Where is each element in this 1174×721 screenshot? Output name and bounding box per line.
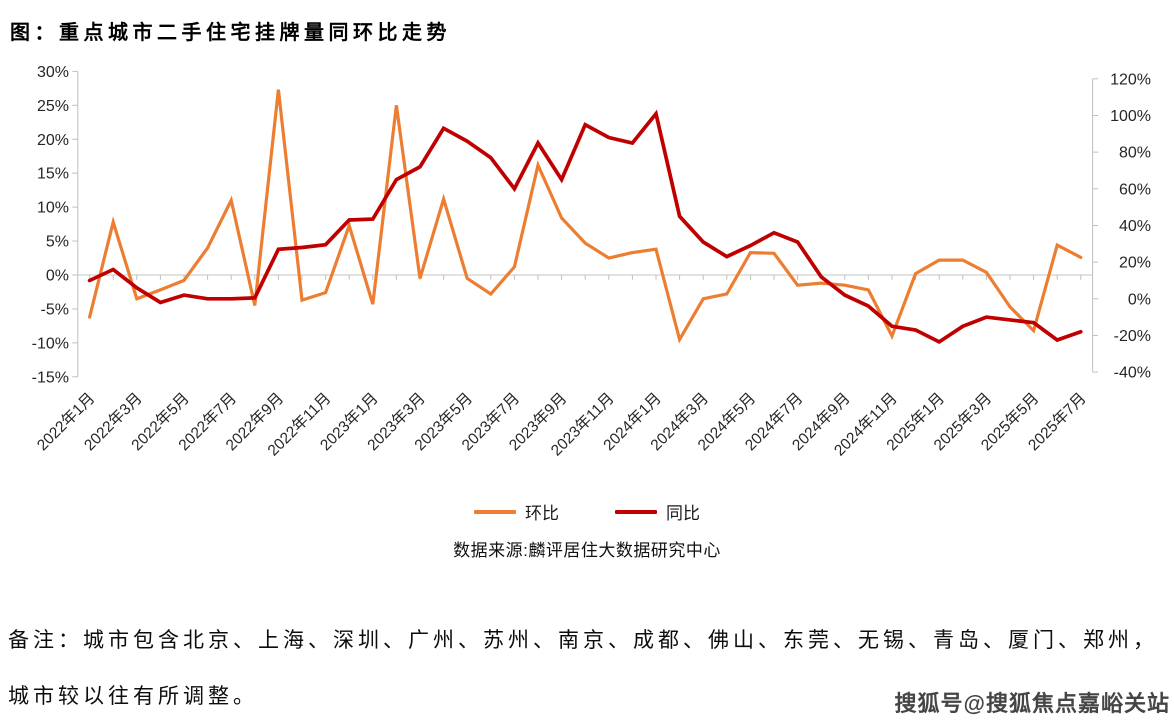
left-axis-label: 25% xyxy=(37,98,69,115)
right-axis-label: 40% xyxy=(1119,218,1151,235)
right-axis-label: -20% xyxy=(1114,328,1151,345)
left-axis-label: -10% xyxy=(32,335,69,352)
right-axis-label: 120% xyxy=(1110,71,1151,88)
left-axis-label: 10% xyxy=(37,200,69,217)
right-axis-label: 0% xyxy=(1128,291,1151,308)
chart: 30% 25% 20% 15% 10% 5% 0% -5% -10% -15% 120% 100% 80… xyxy=(32,64,1151,460)
legend-item-mom: 环比 xyxy=(474,499,559,524)
mom-legend-swatch xyxy=(474,509,516,514)
right-axis-label: 20% xyxy=(1119,255,1151,272)
data-source-text: 数据来源:麟评居住大数据研究中心 xyxy=(453,541,721,560)
footnote-line-2: 城市较以往有所调整。 xyxy=(8,684,258,708)
right-axis-label: 80% xyxy=(1119,145,1151,162)
legend-item-yoy: 同比 xyxy=(615,499,700,524)
chart-legend: 环比 同比 xyxy=(0,499,1174,524)
left-axis-label: 30% xyxy=(37,64,69,81)
left-axis-label: 20% xyxy=(37,132,69,149)
yoy-legend-label: 同比 xyxy=(666,504,700,523)
chart-title: 图：重点城市二手住宅挂牌量同环比走势 xyxy=(10,22,451,44)
right-axis-label: 60% xyxy=(1119,181,1151,198)
left-axis-label: 0% xyxy=(46,268,69,285)
footnote-line-1: 备注：城市包含北京、上海、深圳、广州、苏州、南京、成都、佛山、东莞、无锡、青岛、… xyxy=(8,628,1158,652)
yoy-series-line xyxy=(87,109,1083,345)
yoy-legend-swatch xyxy=(615,509,657,514)
mom-legend-label: 环比 xyxy=(525,504,559,523)
right-axis-label: -40% xyxy=(1114,365,1151,382)
left-axis-label: -15% xyxy=(32,369,69,386)
right-axis-label: 100% xyxy=(1110,108,1151,125)
left-axis-label: 5% xyxy=(46,234,69,251)
sohu-watermark: 搜狐号@搜狐焦点嘉峪关站 xyxy=(894,691,1170,716)
mom-series-line xyxy=(87,89,1083,344)
left-axis-label: 15% xyxy=(37,166,69,183)
left-axis-label: -5% xyxy=(41,301,69,318)
